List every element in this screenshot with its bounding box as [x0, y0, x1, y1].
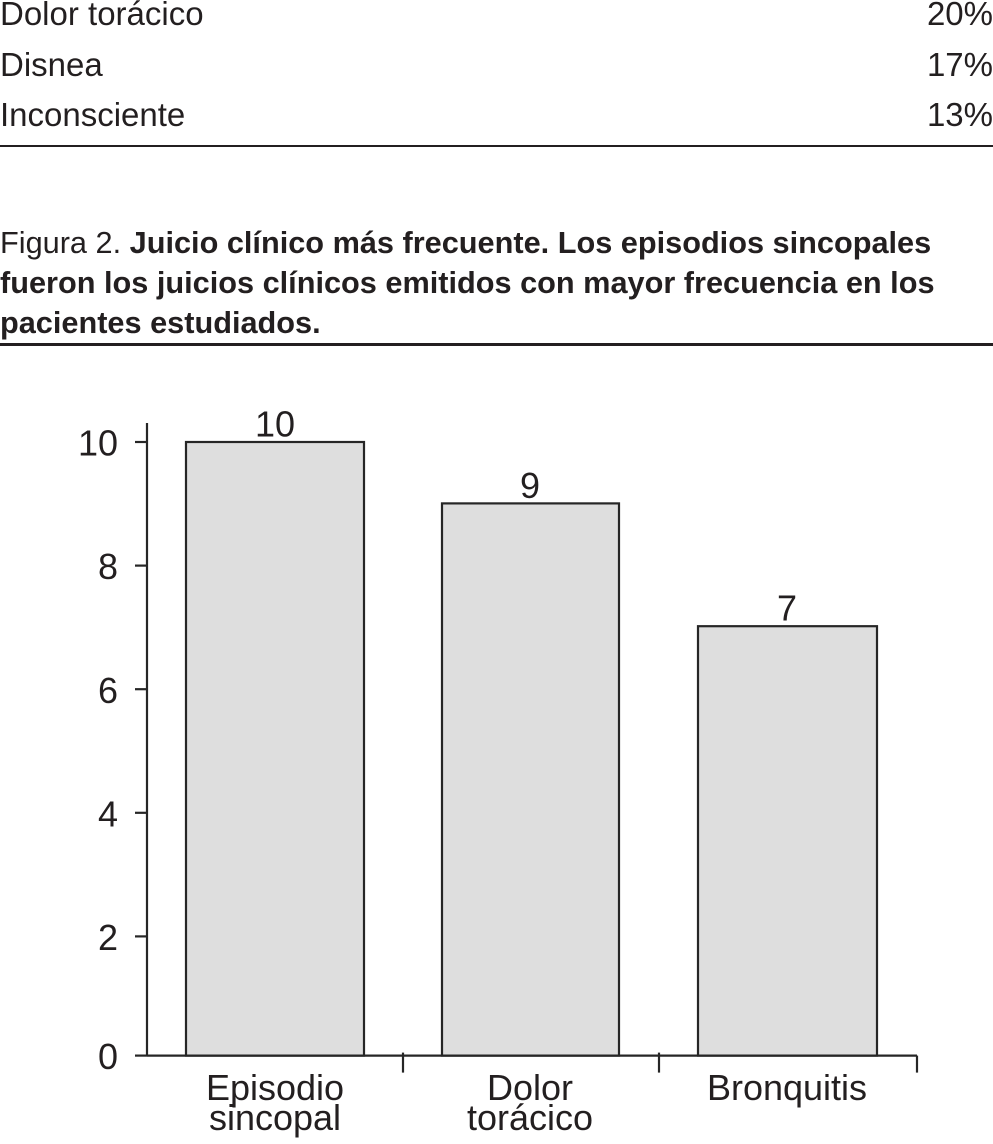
svg-text:torácico: torácico — [467, 1097, 593, 1138]
svg-text:2: 2 — [98, 917, 118, 958]
svg-text:sincopal: sincopal — [209, 1097, 341, 1138]
svg-text:6: 6 — [98, 670, 118, 711]
svg-text:Bronquitis: Bronquitis — [707, 1067, 867, 1108]
svg-text:7: 7 — [777, 588, 797, 629]
svg-text:8: 8 — [98, 546, 118, 587]
svg-text:0: 0 — [98, 1036, 118, 1077]
svg-text:4: 4 — [98, 793, 118, 834]
svg-text:10: 10 — [78, 423, 118, 464]
svg-text:10: 10 — [255, 403, 295, 444]
svg-text:9: 9 — [520, 465, 540, 506]
